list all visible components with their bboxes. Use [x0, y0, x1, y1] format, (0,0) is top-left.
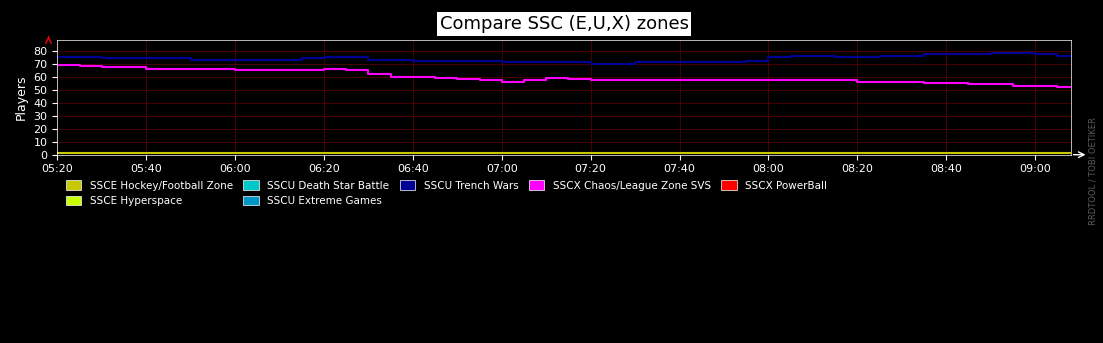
- Title: Compare SSC (E,U,X) zones: Compare SSC (E,U,X) zones: [439, 15, 688, 33]
- Legend: SSCE Hockey/Football Zone, SSCE Hyperspace, SSCU Death Star Battle, SSCU Extreme: SSCE Hockey/Football Zone, SSCE Hyperspa…: [63, 177, 831, 209]
- Text: RRDTOOL / TOBI OETIKER: RRDTOOL / TOBI OETIKER: [1089, 118, 1097, 225]
- Y-axis label: Players: Players: [15, 75, 28, 120]
